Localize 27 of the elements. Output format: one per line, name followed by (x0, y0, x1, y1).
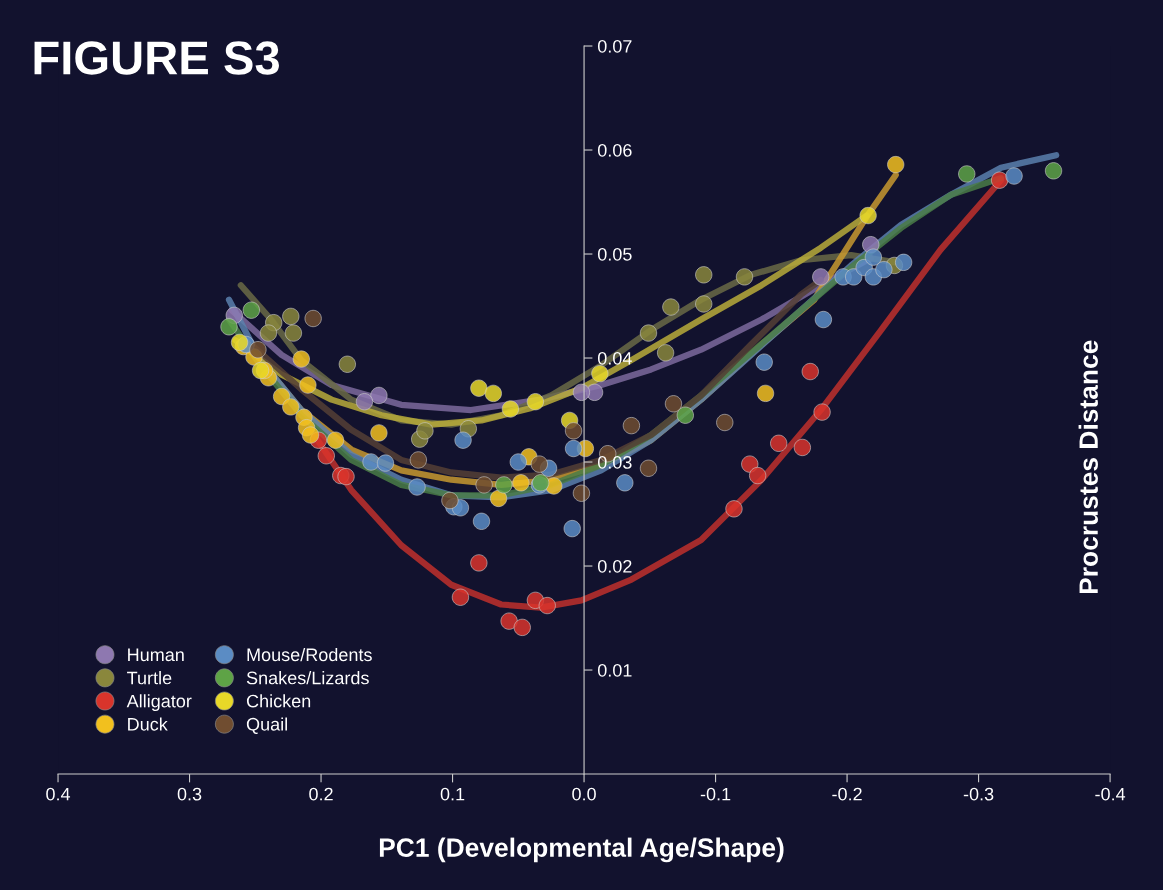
x-axis-title: PC1 (Developmental Age/Shape) (379, 837, 784, 863)
y-tick-label: 0.02 (597, 559, 632, 573)
x-tick-label: 0.1 (440, 787, 465, 801)
chart-title: FIGURE S3 (34, 41, 279, 75)
legend-label: Chicken (246, 694, 311, 708)
y-tick-label: 0.05 (597, 247, 632, 261)
y-tick-label: 0.04 (597, 351, 632, 365)
legend-label: Human (128, 648, 184, 662)
legend-label: Mouse/Rodents (247, 647, 372, 662)
x-tick-label: 0.3 (177, 787, 202, 801)
y-tick-label: 0.03 (597, 455, 632, 469)
x-tick-label: 0.0 (572, 787, 596, 801)
y-tick-label: 0.07 (597, 39, 632, 53)
legend-label: Duck (128, 717, 168, 731)
x-tick-label: -0.3 (963, 787, 994, 801)
x-tick-label: -0.4 (1095, 787, 1126, 801)
legend-label: Alligator (126, 694, 192, 712)
x-tick-label: -0.2 (832, 787, 862, 801)
y-tick-label: 0.01 (597, 663, 632, 677)
y-axis-title: Procrustes Distance (1078, 340, 1098, 594)
x-tick-label: 0.2 (309, 787, 333, 801)
x-tick-label: -0.1 (700, 787, 731, 801)
x-tick-label: 0.4 (46, 787, 71, 801)
legend-label: Quail (246, 717, 287, 734)
legend-label: Turtle (127, 671, 172, 685)
legend-label: Snakes/Lizards (246, 671, 369, 685)
y-tick-label: 0.06 (597, 143, 632, 157)
